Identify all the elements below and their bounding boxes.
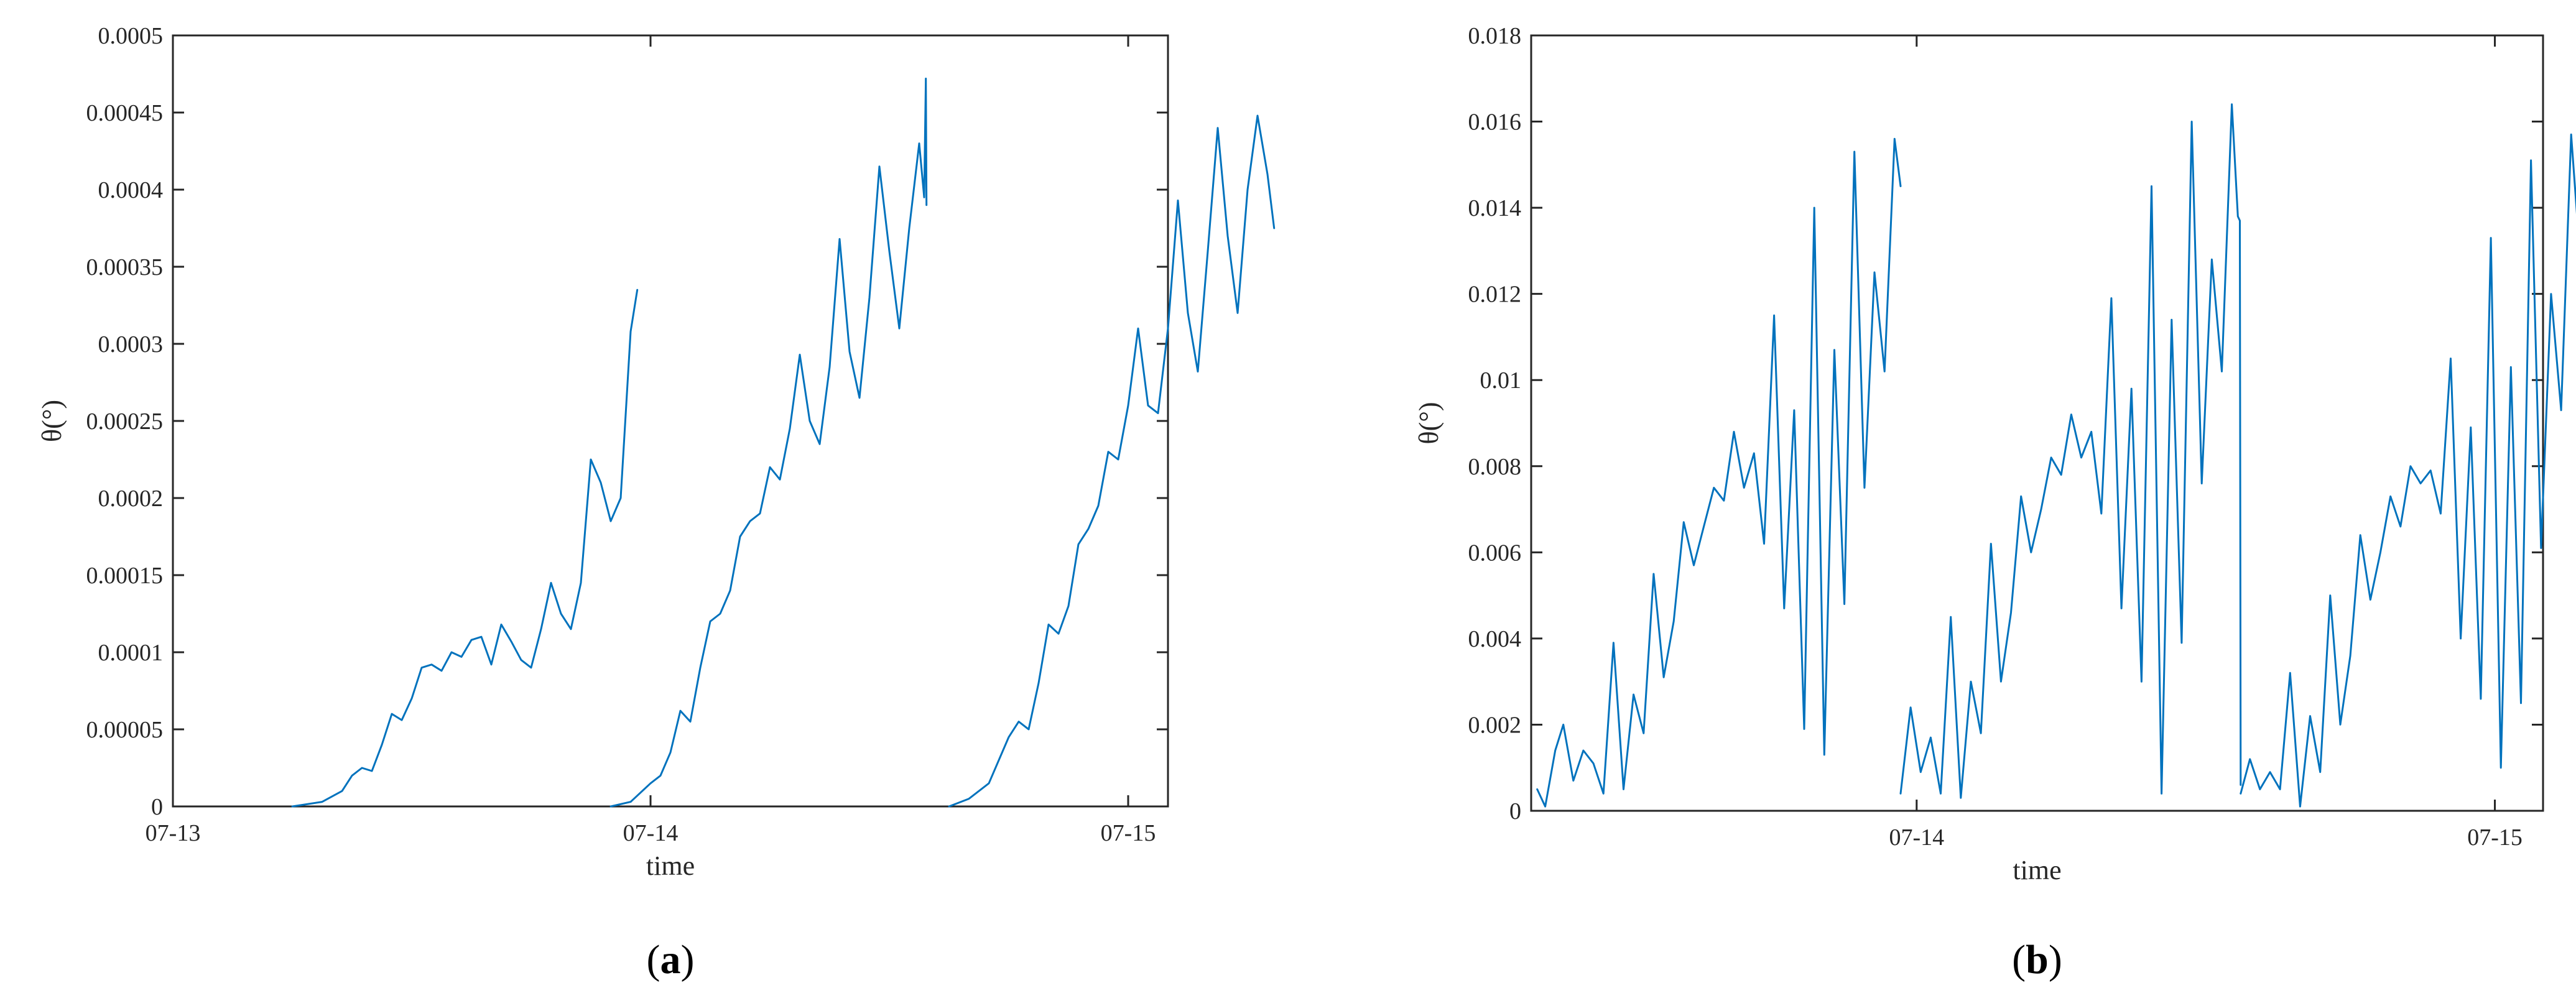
series-line-segment [291, 289, 639, 808]
y-tick-label: 0.018 [1468, 23, 1522, 49]
y-tick-label: 0.0003 [98, 331, 164, 358]
y-tick-label: 0.016 [1468, 109, 1522, 136]
series-line-segment [948, 114, 1276, 808]
x-tick-label: 07-13 [146, 820, 201, 846]
series-line-segment [609, 77, 928, 808]
plot-area-b [1530, 34, 2544, 812]
y-tick-label: 0.002 [1468, 712, 1522, 738]
series-line-segment [1899, 103, 2242, 799]
panel-label-b-close: ) [2049, 937, 2062, 982]
panel-label-b-letter: b [2026, 937, 2049, 982]
y-axis-label-b: θ(°) [1414, 402, 1444, 445]
y-tick-label: 0.014 [1468, 195, 1522, 221]
y-tick-label: 0.006 [1468, 540, 1522, 566]
y-tick-label: 0.00025 [86, 409, 164, 435]
y-tick-label: 0 [1509, 798, 1521, 824]
x-axis-label-a: time [646, 851, 695, 881]
panel-label-a-open: ( [647, 937, 660, 982]
y-tick-label: 0.00035 [86, 254, 164, 280]
y-tick-label: 0.0005 [98, 23, 164, 49]
y-tick-label: 0.0004 [98, 177, 164, 203]
x-tick-label: 07-15 [2467, 824, 2523, 851]
series-line-segment [2240, 133, 2576, 808]
y-tick-label: 0.00005 [86, 717, 164, 743]
ticks-b: 0 0.002 0.004 0.006 0.008 0.01 0.012 0.014 0.016… [1468, 23, 2543, 851]
panel-label-a: (a) [647, 937, 695, 982]
x-tick-label: 07-15 [1101, 820, 1156, 846]
y-tick-label: 0 [151, 794, 163, 820]
y-tick-label: 0.01 [1480, 367, 1522, 394]
marks-a [291, 77, 1276, 808]
chart-panel-b: 0 0.002 0.004 0.006 0.008 0.01 0.012 0.014 0.016… [1414, 23, 2576, 982]
plot-area-a [172, 34, 1169, 808]
chart-panel-a: 0 0.00005 0.0001 0.00015 0.0002 0.00025 0.0003… [37, 23, 1276, 982]
y-tick-label: 0.0002 [98, 486, 164, 512]
panel-label-b-open: ( [2012, 937, 2026, 982]
panel-label-b: (b) [2012, 937, 2062, 982]
y-tick-label: 0.004 [1468, 626, 1522, 652]
y-tick-label: 0.00045 [86, 100, 164, 126]
y-tick-label: 0.008 [1468, 454, 1522, 480]
x-tick-label: 07-14 [1889, 824, 1944, 851]
y-axis-label-a: θ(°) [37, 400, 67, 442]
x-axis-label-b: time [2013, 855, 2061, 885]
x-tick-label: 07-14 [623, 820, 679, 846]
y-tick-label: 0.012 [1468, 282, 1522, 308]
y-tick-label: 0.00015 [86, 563, 164, 589]
series-line-segment [1536, 137, 1902, 808]
marks-b [1536, 103, 2576, 808]
panel-label-a-close: ) [681, 937, 695, 982]
y-tick-label: 0.0001 [98, 640, 164, 666]
panel-label-a-letter: a [660, 937, 681, 982]
ticks-a: 0 0.00005 0.0001 0.00015 0.0002 0.00025 0.0003… [86, 23, 1168, 846]
